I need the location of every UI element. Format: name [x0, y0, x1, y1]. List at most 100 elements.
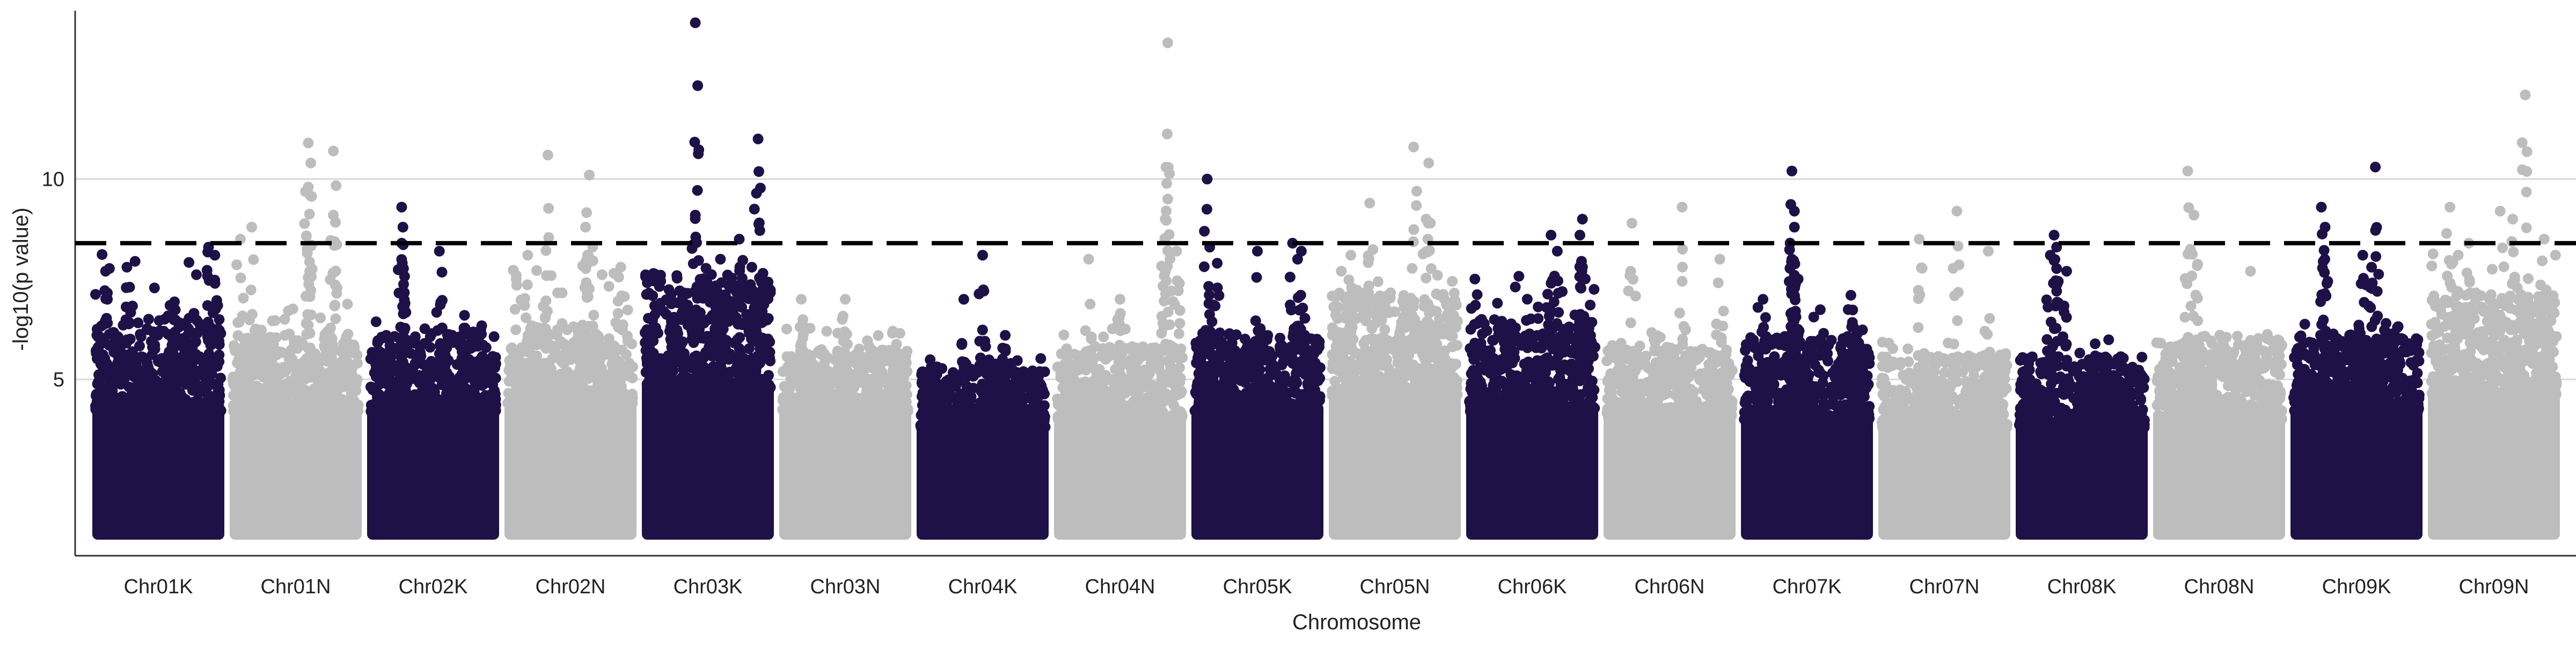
data-point [977, 379, 987, 389]
peak-point [1160, 214, 1170, 224]
data-point [396, 394, 406, 404]
data-point [1113, 314, 1123, 325]
data-point [307, 359, 318, 369]
data-point [384, 370, 394, 381]
data-point [577, 381, 588, 391]
data-point [838, 403, 848, 414]
data-point [303, 320, 313, 331]
data-point [619, 291, 630, 302]
data-point [899, 381, 910, 392]
data-point [1026, 389, 1036, 400]
peak-point [303, 137, 313, 148]
data-point [425, 342, 435, 353]
data-point [437, 267, 448, 278]
data-point [619, 396, 630, 406]
data-point [107, 386, 118, 396]
data-point [1097, 380, 1108, 390]
peak-point [1084, 254, 1094, 265]
data-point [302, 309, 313, 320]
data-point [756, 348, 766, 359]
peak-point [434, 246, 445, 257]
data-point [1156, 261, 1167, 272]
series-chr02k [365, 202, 501, 540]
data-point [1170, 388, 1181, 399]
data-point [613, 308, 624, 319]
data-point [918, 409, 928, 420]
data-point [1142, 350, 1153, 361]
data-point [1033, 371, 1044, 382]
data-point [1172, 352, 1183, 363]
data-point [1056, 402, 1066, 413]
data-point [582, 340, 592, 351]
data-point [649, 301, 660, 311]
data-point [879, 373, 889, 384]
data-point [519, 397, 530, 408]
peak-point [328, 146, 339, 156]
data-point [681, 372, 692, 383]
data-point [839, 326, 850, 337]
data-point [1086, 362, 1097, 373]
data-point [400, 298, 411, 309]
data-point [121, 403, 132, 414]
data-point [1140, 396, 1151, 407]
data-point [371, 316, 382, 327]
data-point [750, 368, 761, 379]
data-point [288, 303, 298, 314]
data-point [862, 383, 873, 394]
data-point [655, 270, 666, 280]
data-point [958, 371, 969, 382]
data-point [1114, 357, 1124, 368]
data-point [299, 219, 310, 229]
data-point [325, 323, 336, 333]
data-point [459, 323, 470, 333]
data-point [666, 299, 677, 309]
data-point [748, 290, 759, 301]
data-point [521, 312, 531, 323]
peak-point [1000, 330, 1011, 341]
series-chr03k [640, 17, 776, 540]
series-chr01k [90, 242, 226, 540]
data-point [305, 372, 316, 383]
data-point [285, 360, 296, 370]
data-point [693, 328, 704, 338]
data-point [292, 394, 303, 405]
data-point [303, 343, 314, 354]
data-point [1024, 373, 1035, 383]
data-point [647, 290, 658, 301]
data-point [393, 360, 404, 370]
peak-point [209, 250, 220, 260]
data-point [978, 286, 989, 296]
data-point [677, 337, 688, 347]
data-point [613, 272, 624, 282]
data-point [342, 299, 353, 309]
peak-point [1162, 38, 1173, 48]
data-point [535, 398, 545, 409]
data-point [691, 362, 702, 373]
series-chr04k [916, 250, 1051, 540]
data-point [188, 312, 199, 323]
data-point [519, 300, 530, 311]
data-point [1003, 385, 1014, 396]
data-point [134, 340, 145, 351]
peak-point [753, 134, 764, 144]
data-point [1162, 129, 1173, 140]
data-point [290, 370, 301, 381]
data-point [304, 209, 315, 220]
data-point [280, 314, 290, 325]
data-point [209, 333, 220, 344]
data-point [258, 361, 268, 372]
data-point [397, 350, 407, 361]
data-point [733, 376, 744, 387]
data-point [848, 382, 859, 393]
data-point [435, 338, 446, 349]
data-point [515, 377, 525, 388]
data-point [917, 391, 927, 402]
data-point [642, 346, 653, 357]
data-point [339, 360, 350, 371]
data-point [157, 391, 168, 402]
data-point [781, 324, 792, 335]
data-point [385, 345, 396, 356]
data-point [677, 307, 687, 318]
data-point [755, 183, 766, 193]
data-point [691, 237, 702, 248]
